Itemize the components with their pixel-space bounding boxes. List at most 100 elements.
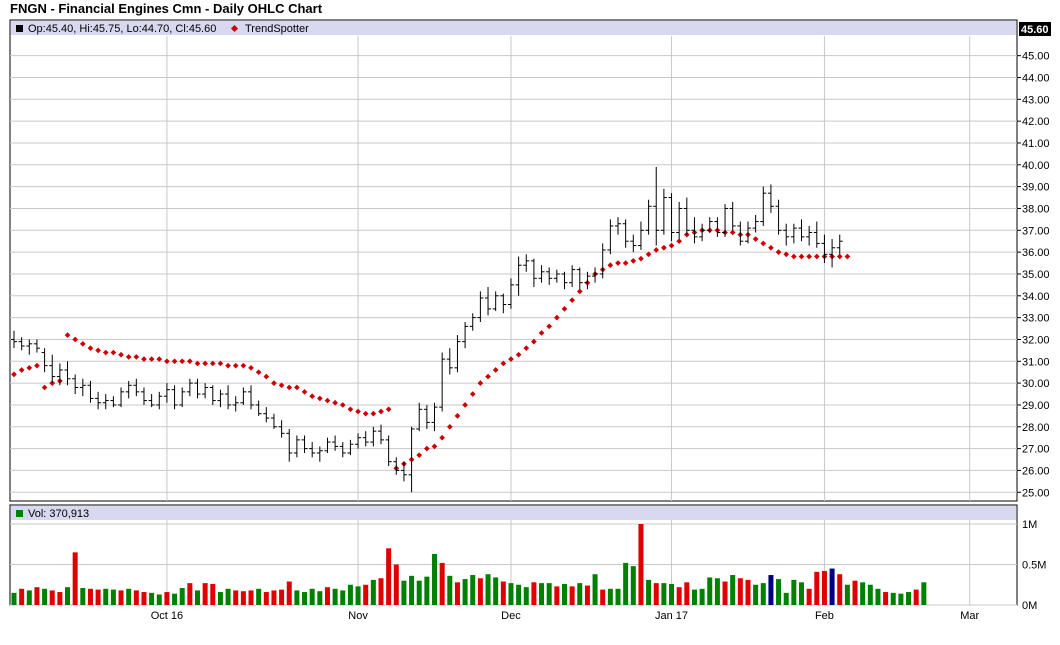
price-tick-label: 25.00 xyxy=(1022,487,1050,499)
ohlc-bar xyxy=(691,217,698,244)
ohlc-bar xyxy=(156,391,163,410)
volume-bar xyxy=(347,584,353,605)
ohlc-bar xyxy=(576,267,583,290)
price-tick-label: 31.00 xyxy=(1022,356,1050,368)
price-tick-label: 40.00 xyxy=(1022,160,1050,172)
volume-bar xyxy=(386,548,392,605)
volume-bar xyxy=(240,591,246,605)
trendspotter-point xyxy=(232,362,239,369)
ohlc-bar xyxy=(278,420,285,438)
volume-bar xyxy=(630,566,636,605)
trendspotter-point xyxy=(202,360,208,367)
ohlc-bar xyxy=(744,221,751,244)
volume-tick-label: 0.5M xyxy=(1022,560,1046,572)
ohlc-legend-swatch xyxy=(16,25,23,32)
ohlc-bar xyxy=(477,291,484,322)
volume-bar xyxy=(378,578,384,605)
price-tick-label: 36.00 xyxy=(1022,247,1050,259)
volume-series xyxy=(11,524,927,605)
trendspotter-point xyxy=(217,360,224,367)
trendspotter-legend-label: TrendSpotter xyxy=(245,23,309,35)
volume-bar xyxy=(592,574,598,605)
trendspotter-point xyxy=(133,354,140,360)
volume-bar xyxy=(233,590,239,605)
volume-bar xyxy=(286,581,292,605)
trendspotter-point xyxy=(676,238,683,245)
ohlc-bar xyxy=(286,428,293,462)
trendspotter-point xyxy=(760,240,767,247)
volume-bar xyxy=(57,592,63,605)
volume-bar xyxy=(424,576,430,605)
ohlc-bar xyxy=(660,188,667,235)
ohlc-bar xyxy=(546,267,553,285)
trendspotter-point xyxy=(508,356,514,362)
ohlc-bar xyxy=(783,223,790,246)
volume-bar xyxy=(569,586,575,605)
volume-bar xyxy=(202,583,208,605)
volume-bar xyxy=(531,582,537,605)
volume-bar xyxy=(783,592,789,605)
trendspotter-point xyxy=(324,397,331,404)
volume-bar xyxy=(393,564,399,605)
trendspotter-point xyxy=(110,349,117,356)
ohlc-bar xyxy=(485,287,492,316)
ohlc-bar xyxy=(569,265,576,288)
volume-bar xyxy=(19,588,25,605)
volume-bar xyxy=(584,585,590,605)
x-tick-label: Dec xyxy=(501,610,521,622)
ohlc-bar xyxy=(263,407,270,423)
ohlc-bar xyxy=(622,219,629,248)
volume-bar xyxy=(332,588,338,605)
volume-bar xyxy=(676,587,682,605)
price-panel xyxy=(9,19,1018,502)
volume-bar xyxy=(921,582,927,605)
ohlc-bar xyxy=(760,186,767,226)
ohlc-bar xyxy=(339,442,346,458)
trendspotter-point xyxy=(385,406,392,413)
volume-bar xyxy=(561,583,567,605)
volume-bar xyxy=(837,574,843,605)
volume-bar xyxy=(745,579,751,605)
volume-bar xyxy=(485,574,491,605)
ohlc-bar xyxy=(423,404,430,429)
trendspotter-point xyxy=(607,262,614,269)
volume-bar xyxy=(42,588,48,605)
trendspotter-point xyxy=(102,349,109,356)
trendspotter-point xyxy=(469,391,476,397)
price-tick-label: 39.00 xyxy=(1022,182,1050,194)
volume-bar xyxy=(890,592,896,605)
ohlc-bar xyxy=(309,442,316,458)
trendspotter-point xyxy=(844,253,851,260)
ohlc-bar xyxy=(217,389,224,408)
ohlc-series xyxy=(11,166,843,493)
volume-bar xyxy=(416,580,422,605)
price-grid xyxy=(10,36,1017,501)
trendspotter-point xyxy=(416,452,423,458)
trendspotter-point xyxy=(668,242,675,249)
price-tick-label: 35.00 xyxy=(1022,269,1050,281)
trendspotter-point xyxy=(798,253,805,260)
ohlc-bar xyxy=(186,378,193,397)
volume-bar xyxy=(477,578,483,605)
volume-bar xyxy=(661,583,667,605)
ohlc-bar xyxy=(798,219,805,242)
ohlc-bar xyxy=(829,239,836,268)
price-tick-label: 42.00 xyxy=(1022,116,1050,128)
x-tick-label: Feb xyxy=(815,610,834,622)
volume-bar xyxy=(26,590,32,605)
volume-bar xyxy=(172,593,178,605)
ohlc-bar xyxy=(56,363,63,386)
volume-bar xyxy=(462,579,468,605)
ohlc-bar xyxy=(836,234,843,255)
ohlc-bar xyxy=(599,243,606,279)
trendspotter-point xyxy=(752,236,759,242)
volume-bar xyxy=(691,589,697,605)
trendspotter-point xyxy=(500,360,507,367)
ohlc-bar xyxy=(171,385,178,410)
volume-bar xyxy=(546,583,552,605)
ohlc-bar xyxy=(775,199,782,235)
trendspotter-point xyxy=(477,380,484,386)
ohlc-bar xyxy=(133,378,140,397)
trendspotter-point xyxy=(125,354,132,360)
volume-bar xyxy=(355,586,361,605)
